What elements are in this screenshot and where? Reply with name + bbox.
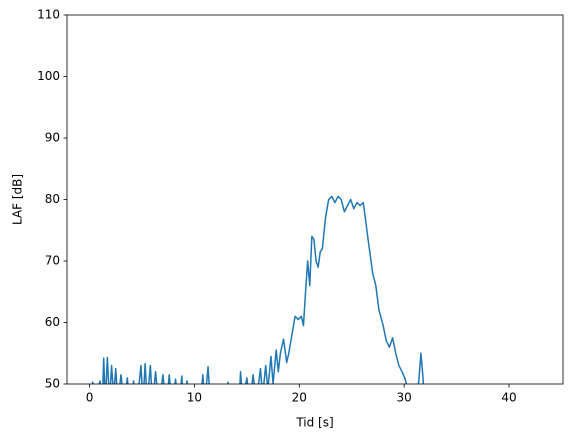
x-tick-label: 30 [396,391,411,405]
y-tick-label: 90 [45,131,60,145]
data-line [91,195,425,384]
x-tick-label: 20 [292,391,307,405]
x-tick-label: 10 [187,391,202,405]
y-tick-label: 50 [45,377,60,391]
x-axis-label: Tid [s] [295,416,333,430]
y-tick-label: 110 [37,8,60,22]
y-tick-label: 70 [45,254,60,268]
y-tick-label: 60 [45,315,60,329]
x-tick-label: 0 [86,391,94,405]
axes-frame [66,14,564,385]
x-tick-label: 40 [501,391,516,405]
y-tick-label: 100 [37,69,60,83]
plot-area [91,195,425,384]
y-tick-label: 80 [45,192,60,206]
y-axis-label: LAF [dB] [11,174,25,225]
